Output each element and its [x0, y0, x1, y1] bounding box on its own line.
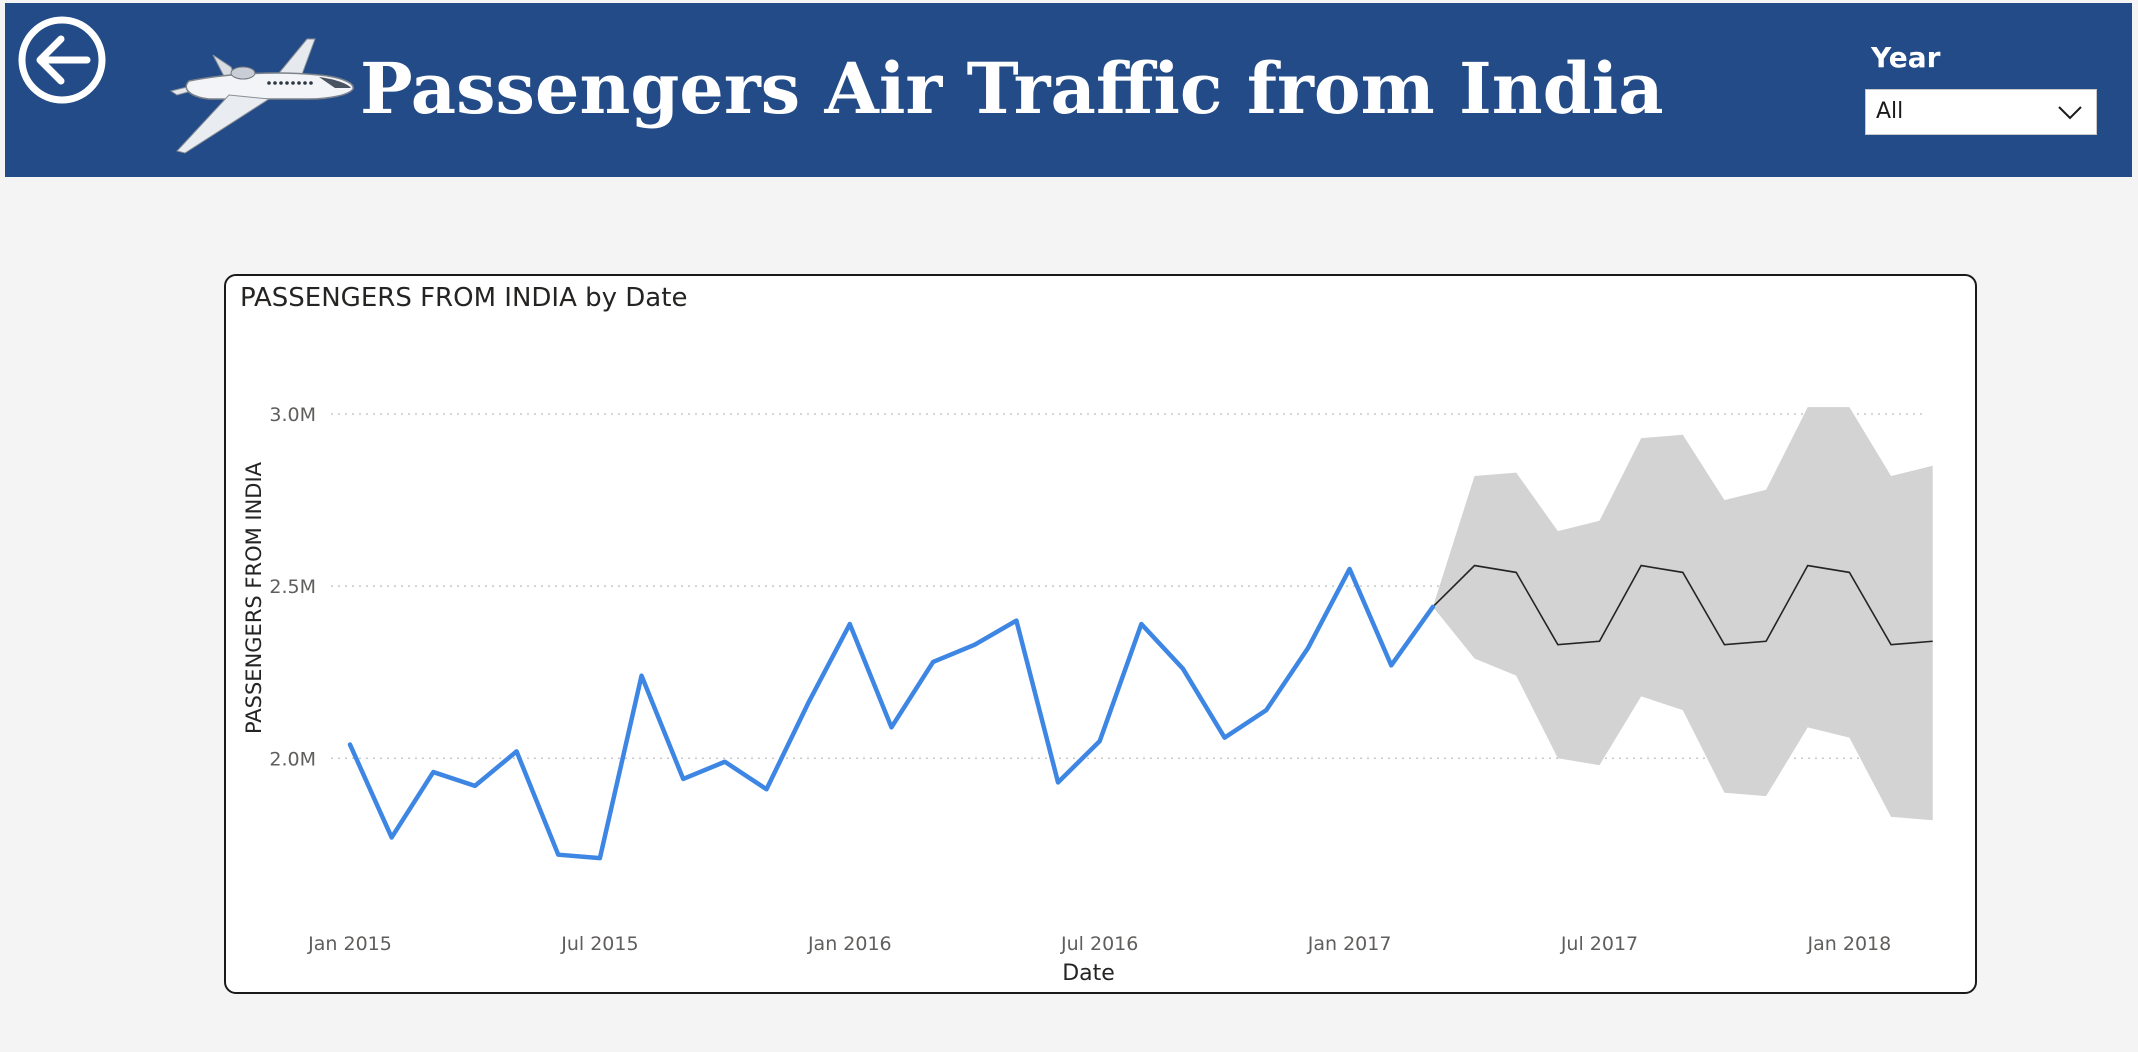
- data-point: [1222, 735, 1228, 741]
- header-banner: Passengers Air Traffic from India Year A…: [5, 3, 2132, 177]
- data-point: [888, 724, 894, 730]
- data-point: [389, 834, 395, 840]
- y-axis-title: PASSENGERS FROM INDIA: [242, 461, 266, 734]
- forecast-confidence-band: [1432, 407, 1933, 821]
- data-point: [722, 759, 728, 765]
- data-point: [430, 769, 436, 775]
- data-point: [472, 783, 478, 789]
- x-tick-label: Jul 2015: [560, 933, 638, 955]
- data-point: [680, 776, 686, 782]
- passengers-series-line: [347, 566, 1436, 861]
- data-point: [347, 742, 353, 748]
- chart-title: PASSENGERS FROM INDIA by Date: [240, 283, 688, 313]
- x-tick-label: Jan 2015: [307, 933, 392, 955]
- data-point: [514, 748, 520, 754]
- data-point: [1430, 604, 1436, 610]
- data-point: [930, 659, 936, 665]
- data-point: [764, 786, 770, 792]
- x-tick-label: Jan 2016: [807, 933, 892, 955]
- year-filter-value: All: [1876, 99, 1904, 124]
- airplane-icon: [169, 38, 354, 154]
- chevron-down-icon: [2058, 106, 2082, 120]
- line-chart-card[interactable]: PASSENGERS FROM INDIA by Date 3.0M 2.5M 2.…: [224, 274, 1977, 994]
- data-point: [1097, 738, 1103, 744]
- data-point: [1263, 707, 1269, 713]
- x-tick-label: Jan 2018: [1807, 933, 1892, 955]
- x-tick-label: Jan 2017: [1307, 933, 1392, 955]
- y-tick-label: 2.5M: [269, 576, 316, 598]
- forecast-line: [1432, 564, 1933, 646]
- data-point: [1305, 645, 1311, 651]
- data-point: [597, 855, 603, 861]
- x-tick-label: Jul 2017: [1560, 933, 1638, 955]
- data-point: [805, 700, 811, 706]
- data-point: [1388, 662, 1394, 668]
- y-tick-label: 2.0M: [269, 748, 316, 770]
- year-filter-dropdown[interactable]: All: [1865, 89, 2097, 135]
- data-point: [1180, 666, 1186, 672]
- back-arrow-icon[interactable]: [17, 15, 107, 105]
- data-point: [1013, 618, 1019, 624]
- data-point: [1055, 779, 1061, 785]
- x-axis-title: Date: [1062, 961, 1115, 986]
- line-chart: 3.0M 2.5M 2.0M Jan 2015 Jul 2015 Jan 2016 Jul …: [242, 404, 1933, 986]
- data-point: [555, 852, 561, 858]
- data-point: [847, 621, 853, 627]
- page-title: Passengers Air Traffic from India: [360, 47, 1664, 130]
- year-filter-label: Year: [1871, 41, 1941, 74]
- y-tick-label: 3.0M: [269, 404, 316, 426]
- data-point: [1138, 621, 1144, 627]
- data-point: [972, 642, 978, 648]
- data-point: [1347, 566, 1353, 572]
- x-tick-label: Jul 2016: [1060, 933, 1138, 955]
- data-point: [639, 673, 645, 679]
